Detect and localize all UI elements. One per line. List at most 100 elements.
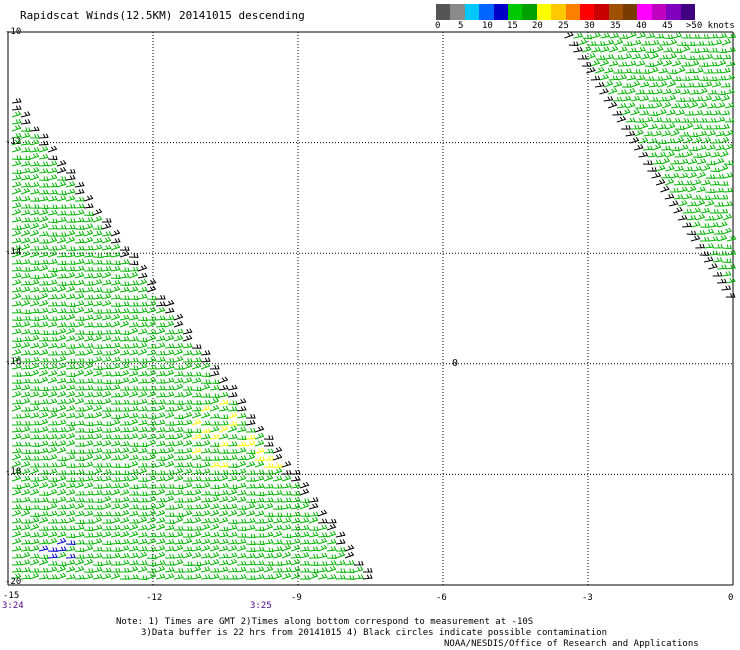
wind-barb xyxy=(686,230,697,236)
wind-barb xyxy=(101,573,112,580)
wind-barb xyxy=(119,447,130,454)
wind-barb xyxy=(38,299,49,307)
wind-barb xyxy=(38,440,49,447)
wind-barb xyxy=(680,88,691,95)
wind-barb xyxy=(83,519,94,524)
wind-barb xyxy=(326,523,337,531)
wind-barb xyxy=(643,116,654,123)
wind-barb xyxy=(218,545,229,552)
wind-barb xyxy=(110,237,121,244)
wind-barb xyxy=(146,462,157,468)
wind-barb xyxy=(20,371,31,377)
wind-barb xyxy=(218,553,229,559)
wind-barb xyxy=(65,405,76,412)
wind-barb xyxy=(56,518,67,524)
wind-barb xyxy=(101,525,112,531)
wind-barb xyxy=(209,567,220,573)
wind-barb xyxy=(263,469,274,475)
wind-barb xyxy=(20,320,31,328)
wind-barb xyxy=(119,369,130,377)
wind-barb xyxy=(200,433,211,440)
wind-barb xyxy=(236,455,247,461)
wind-barb xyxy=(680,76,691,81)
wind-barb xyxy=(20,505,31,511)
wind-barb xyxy=(272,483,283,489)
wind-barb xyxy=(29,467,40,475)
wind-barb xyxy=(47,510,58,517)
wind-barb xyxy=(700,195,711,200)
wind-barb xyxy=(687,171,698,179)
wind-barb xyxy=(317,518,328,524)
wind-barb xyxy=(227,503,238,510)
wind-barb xyxy=(164,315,175,321)
wind-barb xyxy=(101,236,112,244)
wind-barb xyxy=(101,495,112,503)
wind-barb xyxy=(29,316,40,322)
wind-barb xyxy=(656,151,667,158)
wind-barb xyxy=(29,481,40,489)
wind-barb xyxy=(128,385,139,391)
wind-barb xyxy=(200,482,211,489)
wind-barb xyxy=(137,497,148,503)
wind-barb xyxy=(56,488,67,496)
wind-barb xyxy=(173,404,184,412)
wind-barb xyxy=(110,447,121,454)
wind-barb xyxy=(119,301,130,307)
wind-barb xyxy=(119,250,130,258)
notes: Note: 1) Times are GMT 2)Times along bot… xyxy=(116,617,607,639)
wind-barb xyxy=(20,350,31,356)
wind-barb xyxy=(29,329,40,335)
wind-barb xyxy=(20,160,31,167)
wind-barb xyxy=(38,539,49,545)
wind-barb xyxy=(110,320,121,328)
wind-barb xyxy=(155,551,166,559)
wind-barb xyxy=(577,38,588,46)
wind-barb xyxy=(613,38,624,46)
wind-barb xyxy=(56,342,67,349)
wind-barb xyxy=(227,421,238,426)
legend-label: 5 xyxy=(458,21,464,31)
wind-barb xyxy=(83,335,94,342)
wind-barb xyxy=(218,462,229,468)
wind-barb xyxy=(209,370,220,377)
wind-barb xyxy=(227,475,238,482)
wind-barb xyxy=(92,237,103,244)
wind-barb xyxy=(182,432,193,440)
wind-barb xyxy=(182,490,193,496)
wind-barb xyxy=(714,174,725,179)
wind-barb xyxy=(254,566,265,573)
wind-barb xyxy=(20,237,31,244)
wind-barb xyxy=(29,146,40,153)
wind-barb xyxy=(227,400,238,406)
wind-barb xyxy=(128,447,139,454)
wind-barb xyxy=(200,518,211,524)
wind-barb xyxy=(594,81,605,88)
wind-barb xyxy=(622,68,632,74)
wind-barb xyxy=(38,511,49,517)
wind-barb xyxy=(101,421,112,427)
wind-barb xyxy=(667,69,677,75)
wind-barb xyxy=(56,362,67,370)
wind-barb xyxy=(227,539,238,545)
wind-barb xyxy=(128,302,139,307)
wind-barb xyxy=(308,539,319,545)
wind-barb xyxy=(29,378,40,384)
wind-barb xyxy=(164,469,175,475)
wind-barb xyxy=(29,369,40,377)
wind-barb xyxy=(666,80,677,88)
wind-barb xyxy=(110,229,121,237)
wind-barb xyxy=(648,111,659,117)
wind-barb xyxy=(47,363,58,370)
wind-barb xyxy=(209,470,220,475)
wind-barb xyxy=(715,102,726,109)
wind-barb xyxy=(146,349,157,356)
wind-barb xyxy=(38,215,49,223)
wind-barb xyxy=(20,328,31,335)
wind-barb xyxy=(290,525,301,531)
wind-barb xyxy=(110,392,121,398)
wind-barb xyxy=(83,330,94,336)
wind-barb xyxy=(137,426,148,433)
wind-barb xyxy=(128,253,139,258)
wind-barb xyxy=(11,413,22,419)
wind-barb xyxy=(236,441,247,447)
